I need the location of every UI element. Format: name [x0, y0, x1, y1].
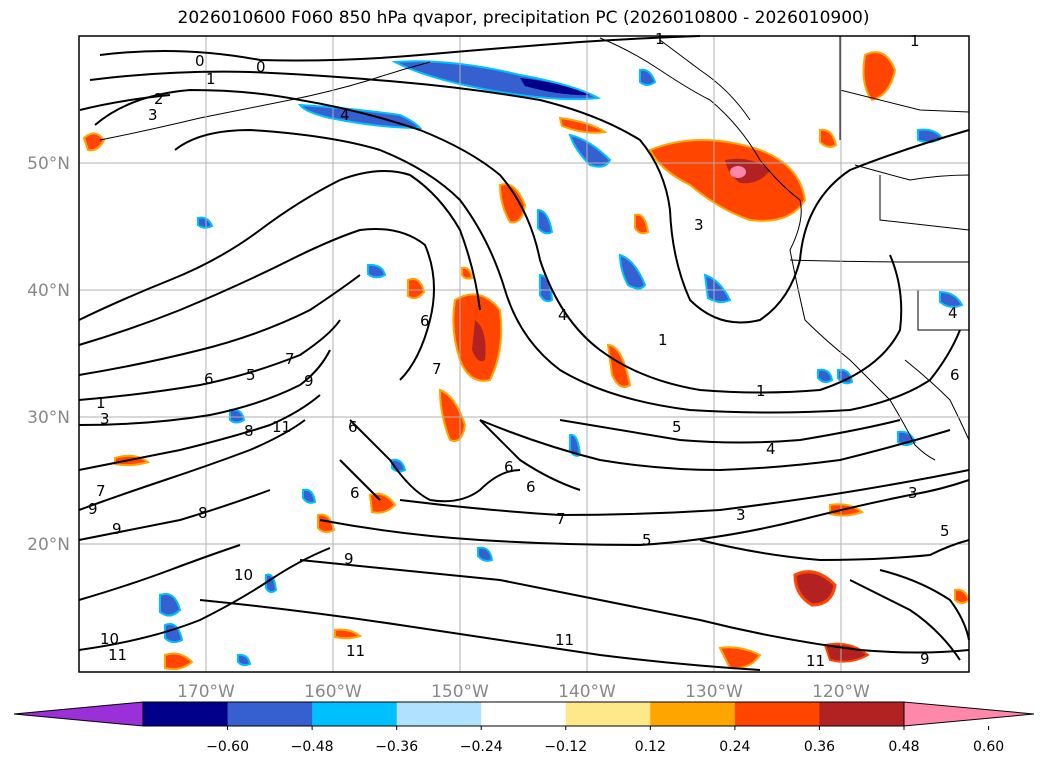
contour-label: 6: [504, 458, 514, 476]
colorbar-tick-label: −0.36: [375, 739, 418, 755]
contour-label: 6: [420, 312, 430, 330]
contour-label: 9: [88, 500, 98, 518]
contour-label: 9: [304, 372, 314, 390]
lat-label: 50°N: [27, 154, 70, 174]
contour-label: 7: [556, 510, 566, 528]
precip-shading: [82, 51, 971, 671]
contour-label: 2: [154, 90, 164, 108]
contour-labels: 0 0 1 1 2 3 4 1 3 1 1 4 3 3 5 5 6 6 6 6 …: [88, 30, 960, 670]
lon-label: 150°W: [431, 682, 489, 702]
colorbar-segment: [734, 702, 820, 726]
map-frame: [78, 35, 970, 673]
contour-label: 11: [272, 418, 291, 436]
precip-positive-area: [648, 139, 807, 222]
colorbar-segment: [312, 702, 398, 726]
colorbar-high-extension: [903, 701, 1035, 727]
lon-label: 140°W: [558, 682, 616, 702]
contour-label: 0: [256, 58, 266, 76]
contour-label: 6: [348, 418, 358, 436]
contour-label: 1: [658, 331, 668, 349]
contour-label: 1: [756, 382, 766, 400]
colorbar-tick-label: 0.24: [719, 739, 750, 755]
contour-label: 4: [948, 304, 958, 322]
contour-label: 5: [642, 531, 652, 549]
contour-label: 10: [234, 566, 253, 584]
contour-label: 7: [285, 350, 295, 368]
colorbar-tick-label: 0.48: [888, 739, 919, 755]
lat-label: 30°N: [27, 408, 70, 428]
contour-label: 4: [558, 306, 568, 324]
contour-label: 9: [344, 550, 354, 568]
lon-label: 160°W: [304, 682, 362, 702]
contour-label: 10: [100, 630, 119, 648]
lat-label: 20°N: [27, 535, 70, 555]
contour-label: 1: [96, 394, 106, 412]
colorbar-low-extension: [13, 701, 144, 727]
lon-label: 120°W: [812, 682, 870, 702]
colorbar: −0.60 −0.48 −0.36 −0.24 −0.12 0.12 0.24 0.36 0.4…: [13, 701, 1035, 755]
contour-label: 11: [806, 652, 825, 670]
colorbar-segment: [481, 702, 567, 726]
coastline: [99, 36, 970, 461]
qvapor-contours: [78, 35, 970, 671]
map-title: 2026010600 F060 850 hPa qvapor, precipit…: [177, 8, 870, 28]
contour-label: 7: [96, 482, 106, 500]
lon-label: 170°W: [177, 682, 235, 702]
colorbar-tick-label: 0.36: [804, 739, 835, 755]
colorbar-segment: [650, 702, 736, 726]
contour-label: 11: [346, 642, 365, 660]
colorbar-tick-label: −0.48: [291, 739, 334, 755]
colorbar-tick-label: −0.60: [206, 739, 249, 755]
contour-label: 5: [940, 522, 950, 540]
colorbar-ticks: −0.60 −0.48 −0.36 −0.24 −0.12 0.12 0.24 0.36 0.4…: [206, 726, 1004, 755]
contour-label: 3: [694, 216, 704, 234]
lon-label: 130°W: [685, 682, 743, 702]
lat-label: 40°N: [27, 281, 70, 301]
contour-label: 1: [655, 30, 665, 48]
colorbar-tick-label: 0.12: [635, 739, 666, 755]
contour-label: 3: [736, 506, 746, 524]
contour-label: 8: [244, 422, 254, 440]
longitude-labels: 170°W 160°W 150°W 140°W 130°W 120°W: [177, 682, 870, 702]
colorbar-tick-label: −0.12: [544, 739, 587, 755]
contour-label: 5: [672, 418, 682, 436]
contour-label: 3: [148, 106, 158, 124]
contour-label: 6: [526, 478, 536, 496]
colorbar-segment: [143, 702, 229, 726]
latitude-labels: 50°N 40°N 30°N 20°N: [27, 154, 70, 555]
contour-label: 8: [198, 504, 208, 522]
colorbar-segments: [143, 702, 905, 726]
map-area: 0 0 1 1 2 3 4 1 3 1 1 4 3 3 5 5 6 6 6 6 …: [78, 30, 971, 673]
contour-label: 11: [108, 646, 127, 664]
contour-label: 11: [555, 631, 574, 649]
contour-label: 1: [910, 32, 920, 50]
contour-label: 3: [908, 484, 918, 502]
contour-label: 6: [204, 370, 214, 388]
contour-label: 7: [432, 360, 442, 378]
contour-label: 4: [340, 106, 350, 124]
graticule: [79, 36, 969, 672]
contour-label: 0: [195, 52, 205, 70]
contour-label: 5: [246, 366, 256, 384]
contour-label: 6: [950, 366, 960, 384]
colorbar-segment: [819, 702, 905, 726]
contour-label: 9: [112, 520, 122, 538]
contour-label: 3: [100, 410, 110, 428]
colorbar-segment: [565, 702, 651, 726]
contour-label: 4: [766, 440, 776, 458]
contour-label: 9: [920, 650, 930, 668]
colorbar-tick-label: −0.24: [460, 739, 503, 755]
colorbar-segment: [396, 702, 482, 726]
colorbar-segment: [227, 702, 313, 726]
contour-label: 6: [350, 484, 360, 502]
contour-label: 1: [206, 70, 216, 88]
colorbar-tick-label: 0.60: [973, 739, 1004, 755]
